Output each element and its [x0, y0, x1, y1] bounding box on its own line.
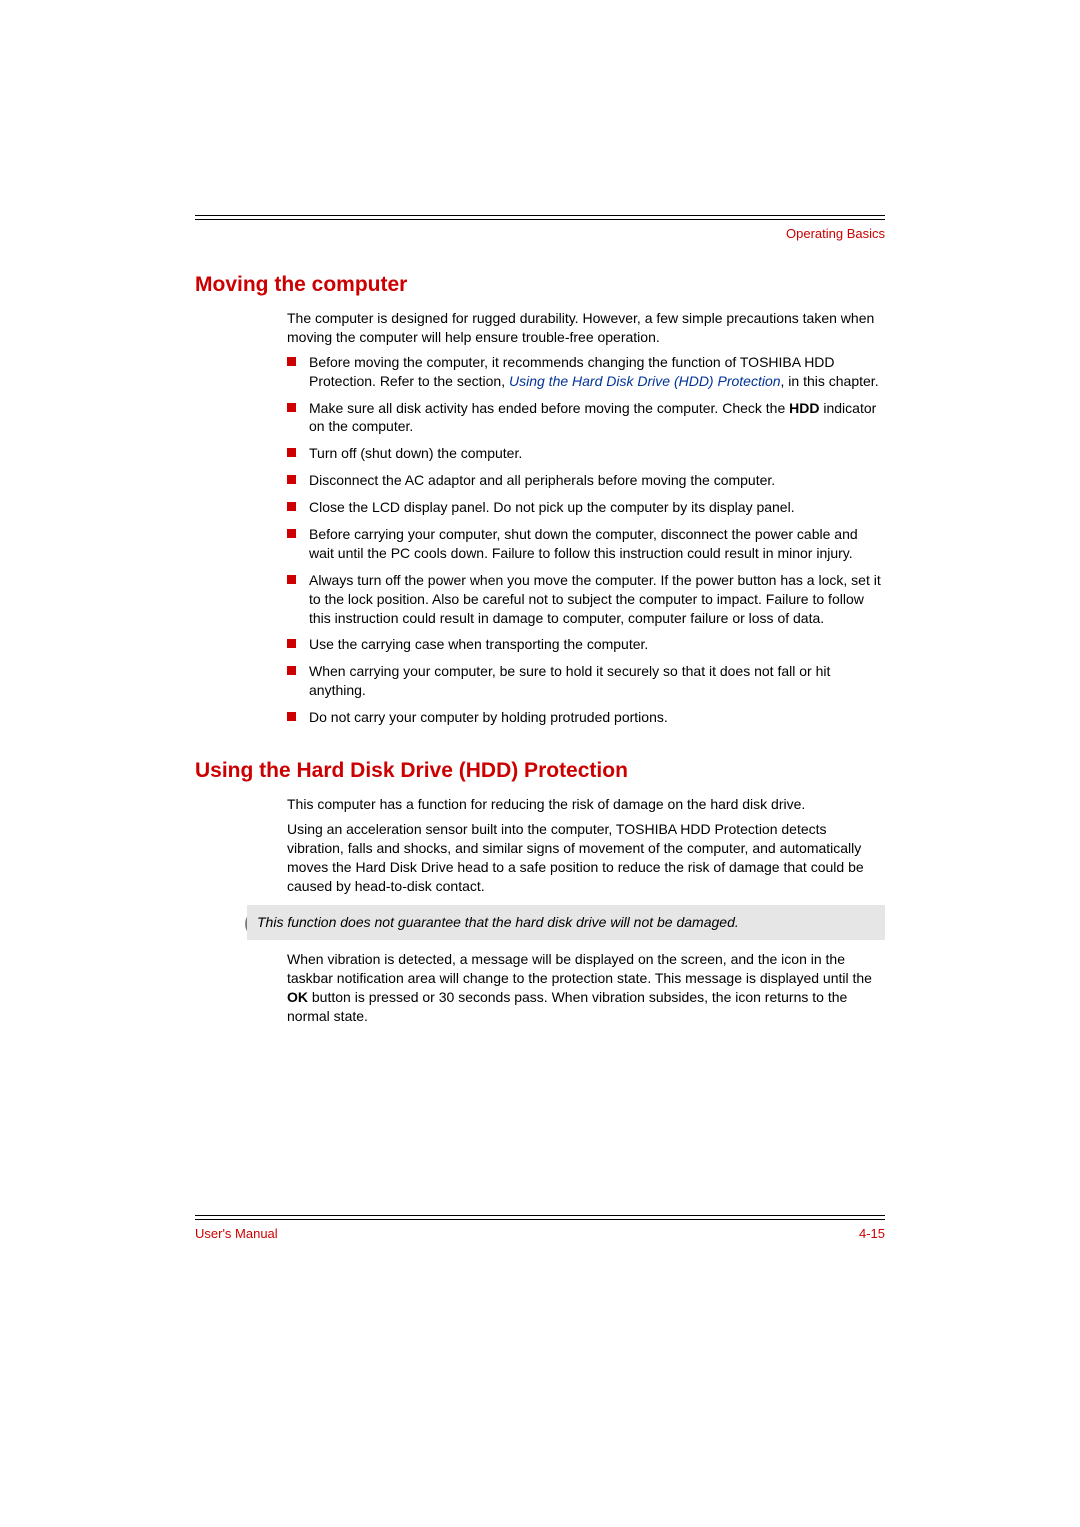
bullet-text: When carrying your computer, be sure to … — [309, 663, 830, 698]
section-body-moving: The computer is designed for rugged dura… — [287, 309, 885, 727]
body-paragraph: This computer has a function for reducin… — [287, 795, 885, 814]
list-item: Before carrying your computer, shut down… — [287, 525, 885, 563]
bullet-text: Turn off (shut down) the computer. — [309, 445, 522, 461]
note-callout: This function does not guarantee that th… — [195, 905, 885, 940]
bullet-text: Use the carrying case when transporting … — [309, 636, 648, 652]
footer-left-label: User's Manual — [195, 1226, 278, 1241]
list-item: Disconnect the AC adaptor and all periph… — [287, 471, 885, 490]
bold-term: OK — [287, 989, 308, 1005]
paragraph-text: When vibration is detected, a message wi… — [287, 951, 872, 986]
note-text: This function does not guarantee that th… — [247, 905, 885, 940]
bold-term: HDD — [789, 400, 819, 416]
bullet-text: Disconnect the AC adaptor and all periph… — [309, 472, 775, 488]
body-paragraph: When vibration is detected, a message wi… — [287, 950, 885, 1026]
header-rule — [195, 215, 885, 216]
header-rule — [195, 219, 885, 220]
list-item: Do not carry your computer by holding pr… — [287, 708, 885, 727]
footer-page-number: 4-15 — [859, 1226, 885, 1241]
bullet-text: , in this chapter. — [781, 373, 879, 389]
list-item: Before moving the computer, it recommend… — [287, 353, 885, 391]
list-item: Close the LCD display panel. Do not pick… — [287, 498, 885, 517]
header-section-label: Operating Basics — [195, 226, 885, 241]
intro-paragraph: The computer is designed for rugged dura… — [287, 309, 885, 347]
bullet-list: Before moving the computer, it recommend… — [287, 353, 885, 727]
page-footer: User's Manual 4-15 — [195, 1215, 885, 1241]
section-heading-moving: Moving the computer — [195, 273, 885, 297]
bullet-text: Make sure all disk activity has ended be… — [309, 400, 789, 416]
section-heading-hdd: Using the Hard Disk Drive (HDD) Protecti… — [195, 759, 885, 783]
section-body-hdd: This computer has a function for reducin… — [287, 795, 885, 895]
list-item: Turn off (shut down) the computer. — [287, 444, 885, 463]
cross-reference-link[interactable]: Using the Hard Disk Drive (HDD) Protecti… — [509, 373, 781, 389]
footer-rule — [195, 1215, 885, 1216]
list-item: When carrying your computer, be sure to … — [287, 662, 885, 700]
after-note-paragraph: When vibration is detected, a message wi… — [287, 950, 885, 1026]
list-item: Always turn off the power when you move … — [287, 571, 885, 628]
list-item: Use the carrying case when transporting … — [287, 635, 885, 654]
body-paragraph: Using an acceleration sensor built into … — [287, 820, 885, 896]
footer-row: User's Manual 4-15 — [195, 1226, 885, 1241]
info-icon — [195, 905, 245, 939]
paragraph-text: button is pressed or 30 seconds pass. Wh… — [287, 989, 847, 1024]
footer-rule — [195, 1219, 885, 1220]
page-content: Operating Basics Moving the computer The… — [195, 215, 885, 1032]
bullet-text: Close the LCD display panel. Do not pick… — [309, 499, 795, 515]
list-item: Make sure all disk activity has ended be… — [287, 399, 885, 437]
bullet-text: Before carrying your computer, shut down… — [309, 526, 858, 561]
bullet-text: Always turn off the power when you move … — [309, 572, 881, 626]
bullet-text: Do not carry your computer by holding pr… — [309, 709, 668, 725]
